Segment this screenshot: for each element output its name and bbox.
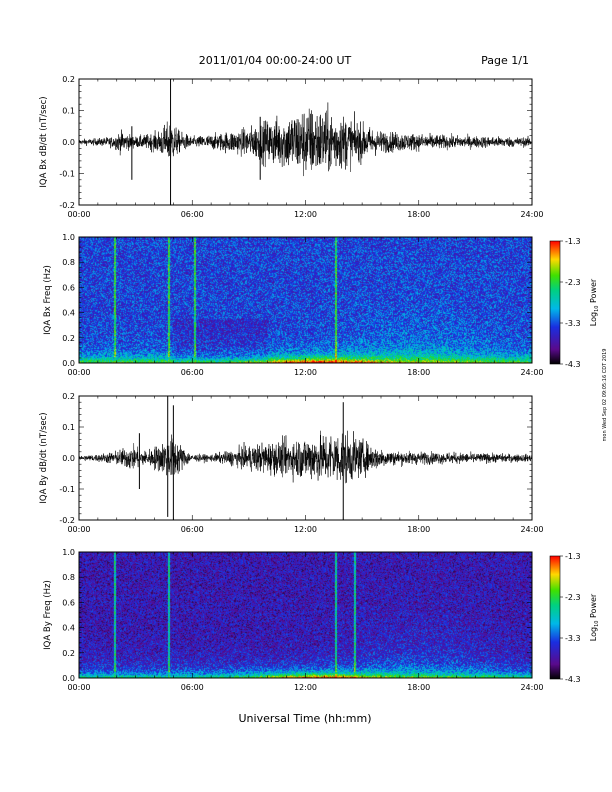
colorbar-tick-label: -3.3 <box>565 319 581 328</box>
y-tick-label: 1.0 <box>62 233 75 242</box>
x-tick-label: 12:00 <box>294 210 317 219</box>
y-tick-label: -0.2 <box>59 516 75 525</box>
x-tick-label: 00:00 <box>67 368 90 377</box>
x-tick-label: 24:00 <box>520 368 543 377</box>
x-tick-label: 00:00 <box>67 525 90 534</box>
dbdt-trace-line <box>78 102 533 177</box>
y-tick-label: 0.8 <box>62 258 75 267</box>
colorbar-label-sub: 10 <box>594 621 600 627</box>
y-tick-label: 0.2 <box>62 334 75 343</box>
x-tick-label: 24:00 <box>520 683 543 692</box>
by-dbdt-axes: 00:00 06:00 12:00 18:00 24:00 0.2 0.1 0.0 -0.1 -0… <box>59 392 543 534</box>
y-tick-label: 0.4 <box>62 624 75 633</box>
y-tick-label: 0.4 <box>62 309 75 318</box>
colorbar-label-sub: 10 <box>594 306 600 312</box>
x-tick-label: 18:00 <box>407 683 430 692</box>
x-tick-label: 12:00 <box>294 683 317 692</box>
x-tick-label: 12:00 <box>294 368 317 377</box>
bx-spectrogram-axes: 00:00 06:00 12:00 18:00 24:00 1.0 0.8 0.6 0.4 0.2… <box>62 233 543 377</box>
by-dbdt-trace <box>78 396 533 520</box>
generation-stamp: mon Wed Sep 02 09:05:16 CDT 2019 <box>602 349 608 442</box>
y-tick-label: 0.6 <box>62 283 75 292</box>
y-tick-label: 0.1 <box>62 423 75 432</box>
y-tick-label: 0.2 <box>62 649 75 658</box>
x-tick-label: 00:00 <box>67 210 90 219</box>
x-tick-label: 00:00 <box>67 683 90 692</box>
x-tick-label: 18:00 <box>407 210 430 219</box>
y-tick-label: 0.0 <box>62 138 75 147</box>
colorbar-tick-label: -2.3 <box>565 278 581 287</box>
y-tick-label: 0.6 <box>62 598 75 607</box>
x-tick-label: 18:00 <box>407 525 430 534</box>
panel-by-spectrogram: 00:00 06:00 12:00 18:00 24:00 1.0 0.8 0.6 0.4 0.2… <box>43 548 544 692</box>
colorbar-tick-label: -4.3 <box>565 360 581 369</box>
colorbar-tick-label: -1.3 <box>565 552 581 561</box>
y-tick-label: 0.2 <box>62 75 75 84</box>
y-tick-label: -0.2 <box>59 201 75 210</box>
x-tick-label: 24:00 <box>520 210 543 219</box>
x-tick-label: 24:00 <box>520 525 543 534</box>
x-tick-label: 06:00 <box>181 368 204 377</box>
y-tick-label: 1.0 <box>62 548 75 557</box>
y-tick-label: 0.0 <box>62 359 75 368</box>
y-tick-label: -0.1 <box>59 485 75 494</box>
colorbar-label: Log10 Power <box>589 593 600 641</box>
bx-spectrogram-ylabel: IQA Bx Freq (Hz) <box>43 265 53 335</box>
bx-dbdt-ylabel: IQA Bx dB/dt (nT/sec) <box>39 96 49 187</box>
by-dbdt-ylabel: IQA By dB/dt (nT/sec) <box>39 412 49 503</box>
colorbar-bx: -1.3 -2.3 -3.3 -4.3 Log10 Power <box>549 237 600 369</box>
y-tick-label: 0.2 <box>62 392 75 401</box>
page-indicator: Page 1/1 <box>481 54 529 67</box>
panel-by-dbdt: 00:00 06:00 12:00 18:00 24:00 0.2 0.1 0.0 -0.1 -0… <box>39 392 544 534</box>
y-tick-label: 0.1 <box>62 107 75 116</box>
bx-spectrogram-image <box>79 237 532 363</box>
date-range-title: 2011/01/04 00:00-24:00 UT <box>199 54 352 67</box>
colorbar-tick-label: -3.3 <box>565 634 581 643</box>
colorbar-gradient <box>549 240 561 365</box>
x-tick-label: 06:00 <box>181 683 204 692</box>
by-spectrogram-ylabel: IQA By Freq (Hz) <box>43 580 53 650</box>
x-tick-label: 18:00 <box>407 368 430 377</box>
colorbar-label: Log10 Power <box>589 278 600 326</box>
by-spectrogram-axes: 00:00 06:00 12:00 18:00 24:00 1.0 0.8 0.6 0.4 0.2… <box>62 548 543 692</box>
colorbar-gradient <box>549 555 561 680</box>
x-tick-label: 12:00 <box>294 525 317 534</box>
x-tick-label: 06:00 <box>181 210 204 219</box>
y-tick-label: 0.8 <box>62 573 75 582</box>
y-tick-label: 0.0 <box>62 674 75 683</box>
dbdt-trace-line <box>78 430 533 484</box>
colorbar-by: -1.3 -2.3 -3.3 -4.3 Log10 Power <box>549 552 600 684</box>
panel-bx-dbdt: 00:00 06:00 12:00 18:00 24:00 0.2 0.1 0.0 -0.1 -0… <box>39 75 544 219</box>
y-tick-label: 0.0 <box>62 454 75 463</box>
bx-dbdt-trace <box>78 79 533 205</box>
by-spectrogram-image <box>79 552 532 678</box>
y-tick-label: -0.1 <box>59 170 75 179</box>
bx-dbdt-axes: 00:00 06:00 12:00 18:00 24:00 0.2 0.1 0.0 -0.1 -0… <box>59 75 543 219</box>
colorbar-label-tail: Power <box>589 278 598 305</box>
panel-bx-spectrogram: 00:00 06:00 12:00 18:00 24:00 1.0 0.8 0.6 0.4 0.2… <box>43 233 544 377</box>
colorbar-label-main: Log <box>589 627 598 641</box>
colorbar-tick-label: -1.3 <box>565 237 581 246</box>
x-tick-label: 06:00 <box>181 525 204 534</box>
x-axis-title: Universal Time (hh:mm) <box>239 712 372 725</box>
colorbar-tick-label: -4.3 <box>565 675 581 684</box>
colorbar-tick-label: -2.3 <box>565 593 581 602</box>
colorbar-label-tail: Power <box>589 593 598 620</box>
colorbar-label-main: Log <box>589 312 598 326</box>
